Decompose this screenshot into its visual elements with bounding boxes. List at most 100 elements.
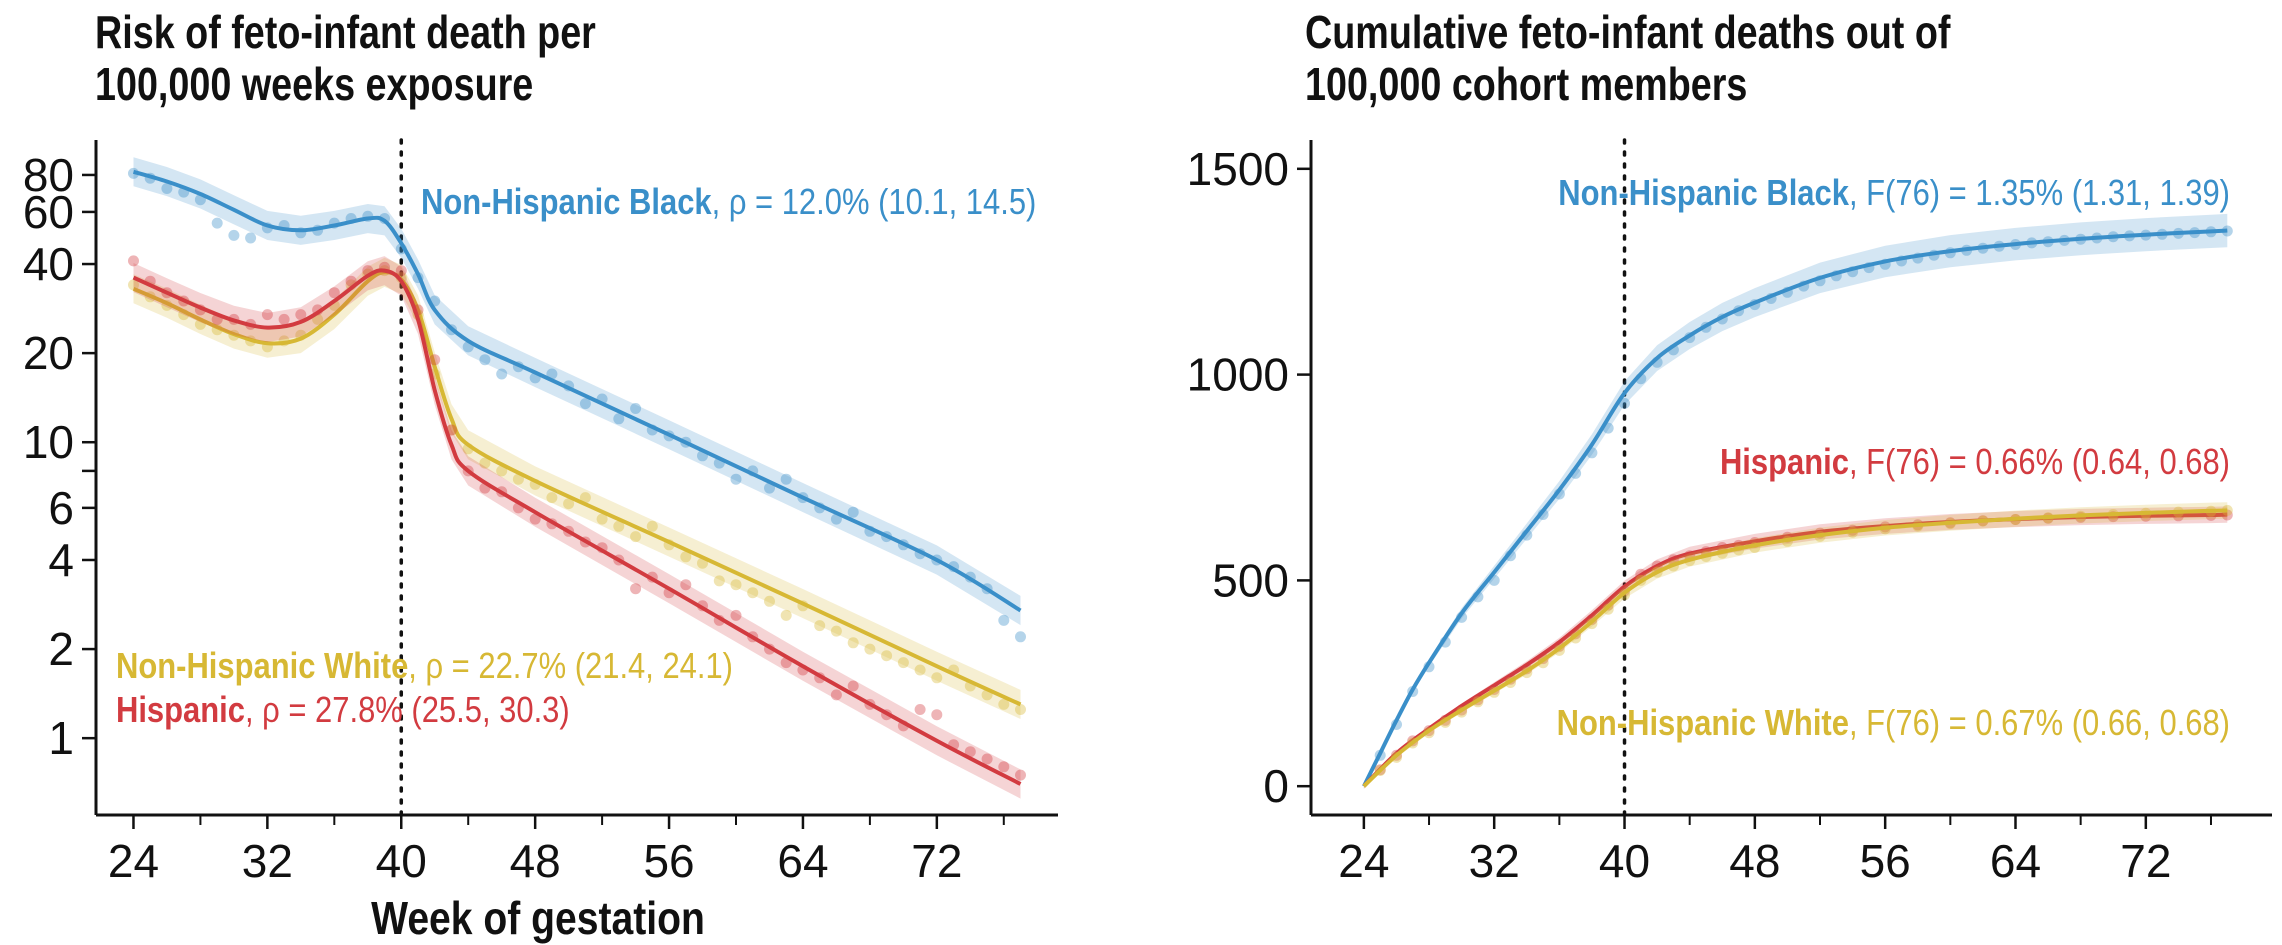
series-white (128, 257, 1026, 719)
data-point-hispanic (261, 309, 273, 321)
x-tick-label: 24 (108, 835, 159, 887)
data-point-black (1619, 397, 1630, 409)
annotation-hispanic: Hispanic, ρ = 27.8% (25.5, 30.3) (116, 691, 570, 731)
data-point-white (881, 650, 893, 662)
confidence-band-white (1363, 502, 2228, 789)
data-point-hispanic (914, 704, 926, 715)
fitted-line-hispanic (132, 268, 1022, 786)
data-point-hispanic (847, 680, 859, 692)
data-point-white (496, 465, 508, 477)
data-point-white (747, 587, 759, 599)
annotation-name-white: Non-Hispanic White (116, 647, 408, 687)
data-point-white (814, 620, 826, 632)
data-point-black (546, 368, 558, 380)
data-point-black (1015, 631, 1026, 643)
data-point-hispanic (529, 513, 541, 525)
data-point-hispanic (1015, 769, 1026, 781)
data-point-white (864, 643, 876, 655)
data-point-white (1015, 704, 1026, 715)
data-point-black (161, 183, 173, 194)
y-tick-label: 80 (23, 149, 74, 201)
data-point-white (897, 657, 909, 669)
data-point-hispanic (931, 709, 943, 721)
annotation-stat-hispanic: , ρ = 27.8% (25.5, 30.3) (245, 691, 570, 731)
y-tick-label: 0 (1263, 760, 1289, 812)
data-point-black (479, 354, 491, 366)
x-tick-label: 48 (510, 835, 561, 887)
right-chart-title-line2: 100,000 cohort members (1305, 58, 1748, 110)
left-chart-title-line2: 100,000 weeks exposure (95, 58, 534, 110)
left-chart-title-line1: Risk of feto-infant death per (95, 6, 596, 58)
data-point-hispanic (680, 579, 692, 591)
data-point-black (245, 232, 257, 244)
data-point-white (914, 664, 926, 676)
x-tick-label: 72 (911, 835, 962, 887)
data-point-hispanic (278, 313, 290, 325)
data-point-white (998, 698, 1010, 710)
fitted-line-hispanic (1362, 512, 2228, 788)
data-point-hispanic (295, 309, 307, 321)
data-point-black (613, 413, 625, 425)
annotation-black: Non-Hispanic Black, F(76) = 1.35% (1.31,… (1558, 174, 2230, 214)
data-point-hispanic (429, 354, 441, 366)
x-tick-label: 56 (643, 835, 694, 887)
y-tick-label: 1500 (1187, 143, 1289, 195)
data-point-hispanic (998, 761, 1010, 773)
data-point-white (546, 492, 558, 504)
y-tick-label: 500 (1212, 554, 1289, 606)
y-tick-label: 6 (48, 482, 74, 534)
y-tick-label: 10 (23, 416, 74, 468)
data-point-black (630, 403, 642, 414)
data-point-white (596, 513, 608, 525)
confidence-band-hispanic (1363, 506, 2228, 789)
data-point-white (512, 473, 524, 485)
x-tick-label: 32 (242, 835, 293, 887)
annotation-name-hispanic: Hispanic (1720, 443, 1849, 483)
data-point-hispanic (830, 689, 842, 701)
data-point-white (479, 457, 491, 469)
x-tick-label: 40 (1599, 835, 1650, 887)
fitted-line-black (132, 169, 1022, 613)
data-point-hispanic (395, 265, 407, 277)
annotation-white: Non-Hispanic White, ρ = 22.7% (21.4, 24.… (116, 647, 733, 687)
data-point-white (630, 531, 642, 543)
x-tick-label: 72 (2120, 835, 2171, 887)
annotation-stat-white: , ρ = 22.7% (21.4, 24.1) (408, 647, 733, 687)
right-chart: 0 500 1000 1500 24 32 40 48 56 64 72 Non-Hispanic B… (1187, 138, 2272, 887)
data-point-black (730, 473, 742, 485)
x-tick-label: 48 (1729, 835, 1780, 887)
x-tick-label: 64 (777, 835, 828, 887)
fitted-line-white (132, 270, 1022, 707)
data-point-black (211, 217, 223, 229)
x-tick-label: 40 (376, 835, 427, 887)
data-point-white (579, 492, 591, 504)
series-black (1362, 213, 2233, 789)
data-point-white (847, 637, 859, 649)
series-hispanic (1362, 506, 2233, 789)
data-point-white (780, 609, 792, 621)
y-tick-label: 2 (48, 623, 74, 675)
annotation-stat-hispanic: , F(76) = 0.66% (0.64, 0.68) (1849, 443, 2230, 483)
left-chart-title: Risk of feto-infant death per 100,000 we… (95, 6, 596, 110)
data-point-white (646, 520, 658, 532)
data-point-white (680, 551, 692, 563)
x-tick-label: 64 (1990, 835, 2041, 887)
data-point-black (228, 229, 240, 241)
data-point-white (730, 579, 742, 591)
data-point-black (496, 368, 508, 380)
annotation-name-hispanic: Hispanic (116, 691, 245, 731)
x-tick-label: 32 (1469, 835, 1520, 887)
data-point-white (713, 575, 725, 587)
y-tick-label: 1 (48, 712, 74, 764)
data-point-black (847, 506, 859, 518)
data-point-black (780, 473, 792, 485)
data-point-black (998, 614, 1010, 626)
data-point-white (830, 625, 842, 637)
confidence-band-black (1363, 213, 2228, 789)
data-point-white (563, 498, 575, 510)
y-tick-label: 4 (48, 534, 74, 586)
y-tick-label: 1000 (1187, 349, 1289, 401)
right-chart-title-line1: Cumulative feto-infant deaths out of (1305, 6, 1951, 58)
